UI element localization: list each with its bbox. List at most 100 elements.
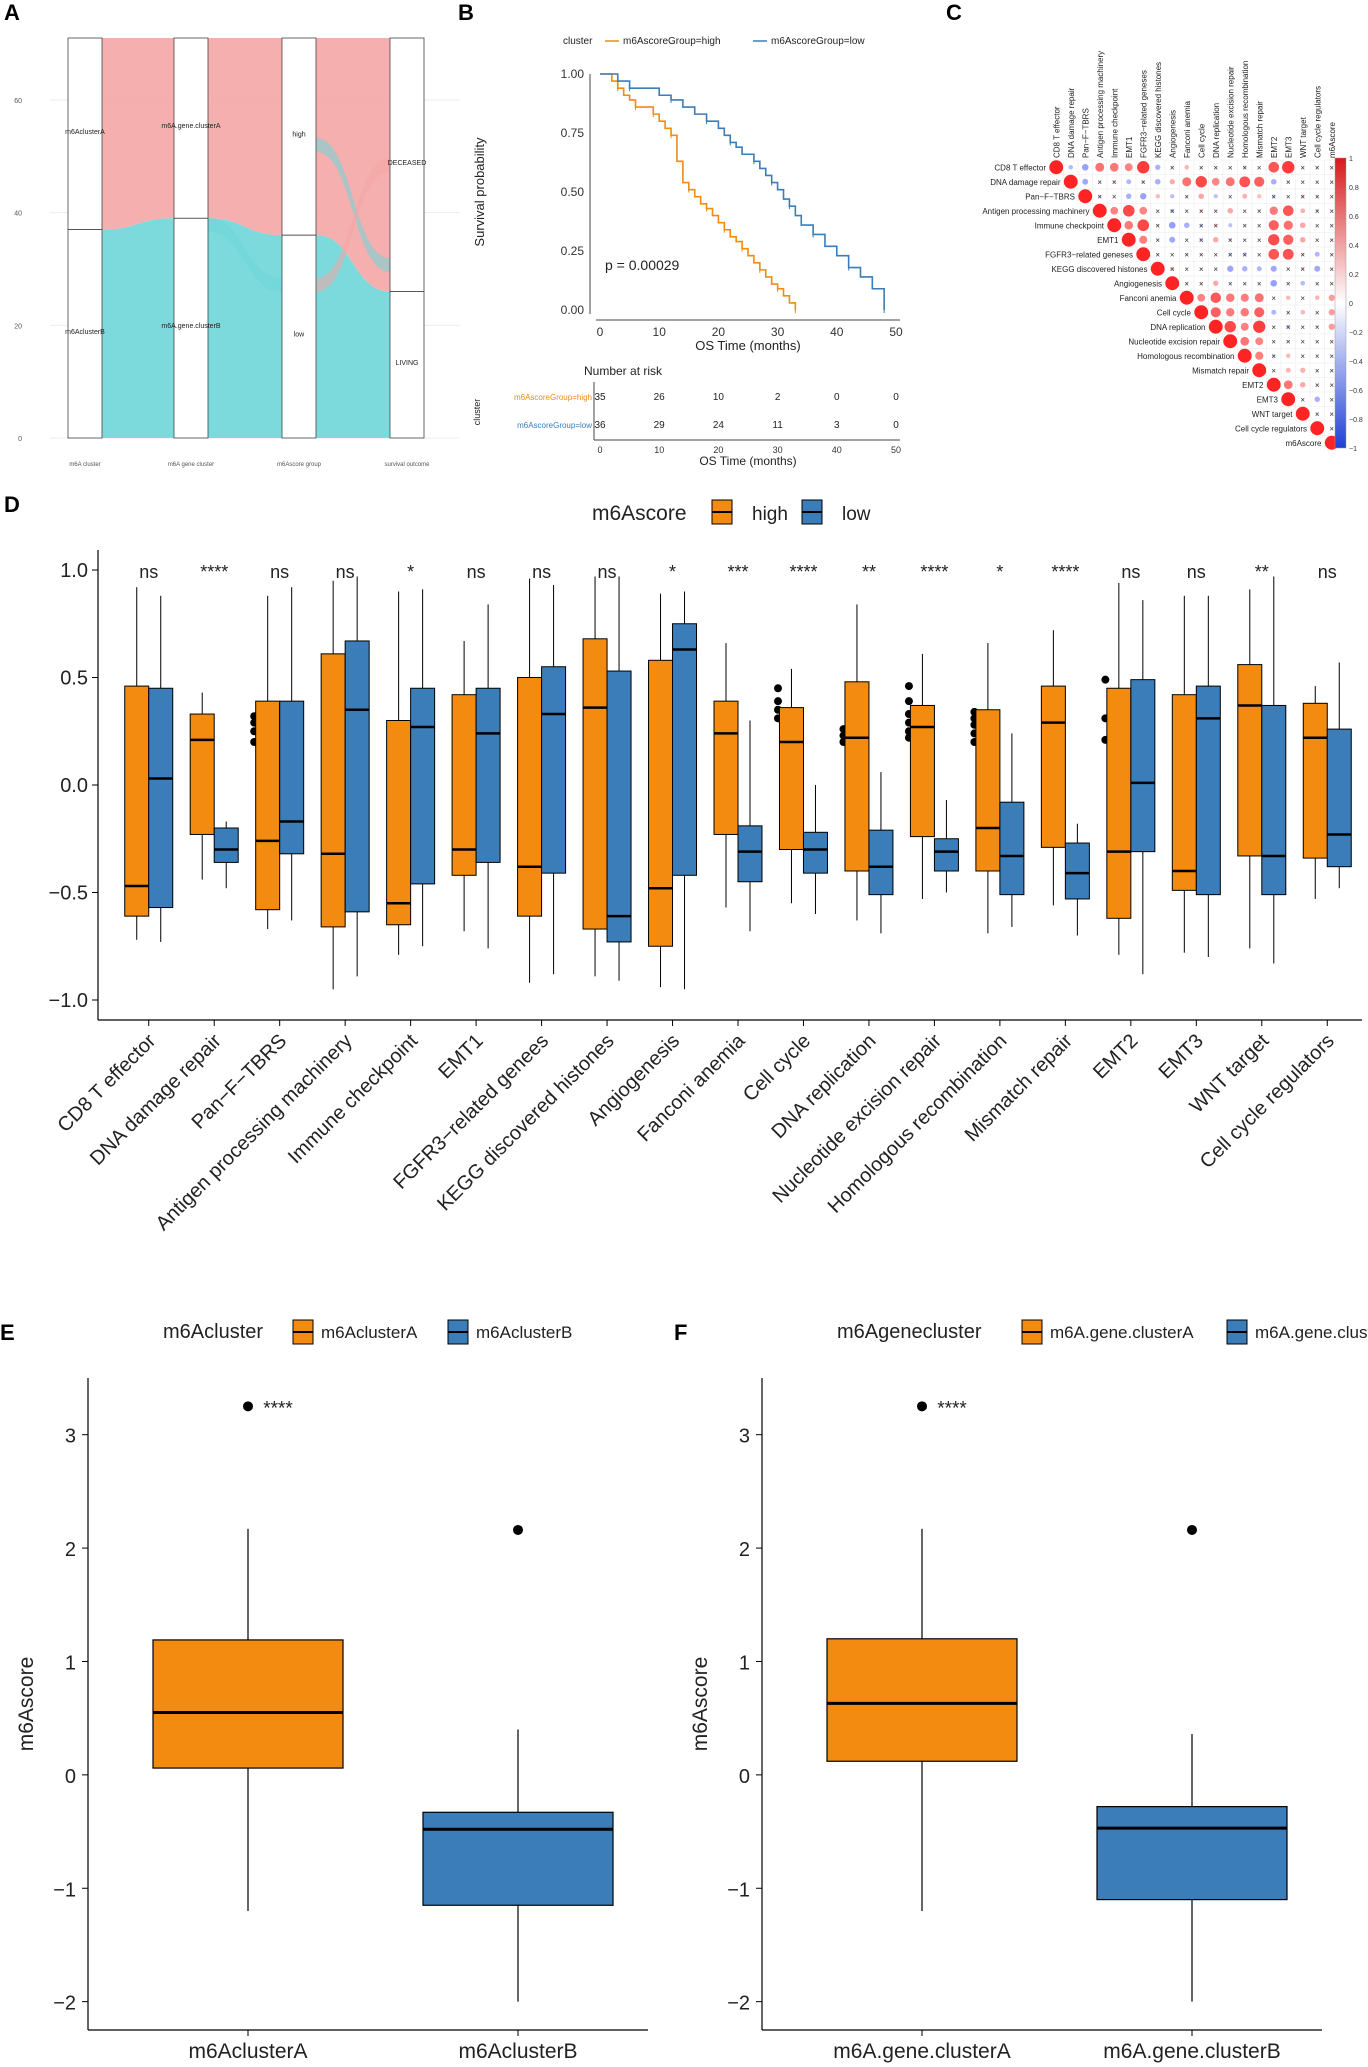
scale-tick-label: −0.6 <box>1349 388 1363 395</box>
box <box>152 1639 344 1769</box>
insignificant-mark: × <box>1199 250 1204 259</box>
y-tick-label: 0.75 <box>561 126 585 140</box>
y-tick-label: 1.00 <box>561 67 585 81</box>
legend-title: m6Acluster <box>163 1321 263 1343</box>
x-tick-label: EMT3 <box>1155 1030 1208 1083</box>
insignificant-mark: × <box>1329 178 1334 187</box>
stratum-label: DECEASED <box>388 160 427 167</box>
correlation-dot <box>1272 354 1276 358</box>
correlation-dot <box>1136 247 1151 262</box>
risk-x-tick: 20 <box>713 445 723 455</box>
correlation-dot <box>1199 237 1204 242</box>
correlation-dot <box>1315 339 1319 343</box>
correlation-dot <box>1269 206 1278 215</box>
significance-label: ns <box>1121 562 1140 582</box>
row-label: Cell cycle regulators <box>1235 424 1307 433</box>
insignificant-mark: × <box>1155 221 1160 230</box>
correlation-dot <box>1282 161 1295 174</box>
correlation-dot <box>1210 292 1222 304</box>
correlation-dot <box>1243 223 1247 227</box>
correlation-dot <box>1107 218 1122 233</box>
correlation-dot <box>1214 252 1218 256</box>
correlation-dot <box>1330 267 1334 271</box>
row-label: Angiogenesis <box>1114 279 1162 288</box>
correlation-dot <box>1315 354 1319 358</box>
row-label: CD8 T effector <box>994 163 1046 172</box>
correlation-dot <box>1124 163 1133 172</box>
insignificant-mark: × <box>1329 279 1334 288</box>
correlation-dot <box>1301 325 1305 329</box>
insignificant-mark: × <box>1315 178 1320 187</box>
column-label: KEGG discovered histones <box>1154 62 1163 158</box>
insignificant-mark: × <box>1228 279 1233 288</box>
scale-tick-label: −0.2 <box>1349 330 1363 337</box>
column-label: Angiogenesis <box>1168 110 1177 158</box>
flow-ribbon <box>316 158 390 292</box>
insignificant-mark: × <box>1271 337 1276 346</box>
insignificant-mark: × <box>1155 207 1160 216</box>
correlation-dot <box>1242 193 1248 199</box>
insignificant-mark: × <box>1141 178 1146 187</box>
box <box>475 687 501 863</box>
risk-count: 0 <box>893 392 899 403</box>
correlation-dot <box>1330 238 1334 242</box>
column-label: EMT1 <box>1125 136 1134 158</box>
correlation-dot <box>1286 310 1290 314</box>
risk-table-axis: cluster <box>472 399 482 426</box>
row-label: EMT3 <box>1257 395 1279 404</box>
correlation-dot <box>1270 178 1277 185</box>
legend-title: cluster <box>563 36 593 47</box>
correlation-dot <box>1243 165 1247 169</box>
insignificant-mark: × <box>1257 236 1262 245</box>
risk-x-tick: 10 <box>654 445 664 455</box>
significance-label: ns <box>139 562 158 582</box>
row-label: KEGG discovered histones <box>1051 265 1147 274</box>
risk-count: 2 <box>775 392 781 403</box>
outlier <box>1101 675 1110 684</box>
box <box>1302 702 1328 859</box>
box <box>189 713 215 835</box>
correlation-dot <box>1300 367 1306 373</box>
outlier <box>774 697 782 706</box>
correlation-dot <box>1299 381 1306 388</box>
p-value: p = 0.00029 <box>605 257 680 273</box>
insignificant-mark: × <box>1329 250 1334 259</box>
stratum-label: m6A.gene.clusterA <box>161 123 220 130</box>
correlation-dot <box>1270 279 1278 287</box>
correlation-dot <box>1185 267 1189 271</box>
insignificant-mark: × <box>1329 221 1334 230</box>
y-tick-label: −2 <box>727 1993 750 2015</box>
correlation-dot <box>1253 320 1266 333</box>
row-label: Pan−F−TBRS <box>1025 192 1075 201</box>
legend-label: m6A.gene.clusterA <box>1050 1323 1194 1342</box>
correlation-dot <box>1252 363 1267 378</box>
survival-curve <box>600 73 885 310</box>
insignificant-mark: × <box>1300 352 1305 361</box>
risk-x-tick: 0 <box>597 445 602 455</box>
box <box>1237 664 1263 857</box>
correlation-dot <box>1081 163 1089 171</box>
correlation-dot <box>1286 281 1290 285</box>
correlation-dot <box>1257 252 1261 256</box>
box <box>1040 685 1066 848</box>
correlation-dot <box>1122 204 1135 217</box>
insignificant-mark: × <box>1286 192 1291 201</box>
box <box>1171 694 1197 891</box>
insignificant-mark: × <box>1170 250 1175 259</box>
correlation-dot <box>1078 189 1093 204</box>
correlation-dot <box>1330 383 1334 387</box>
insignificant-mark: × <box>1170 207 1175 216</box>
scale-tick-label: 0.6 <box>1349 214 1359 221</box>
stratum-label: low <box>294 332 305 339</box>
significance-label: **** <box>200 562 228 582</box>
correlation-dot <box>1314 295 1320 301</box>
box <box>410 687 436 885</box>
correlation-dot <box>1126 179 1132 185</box>
row-label: m6Ascore <box>1285 439 1322 448</box>
significance-label: ** <box>1255 562 1269 582</box>
correlation-dot <box>1255 351 1264 360</box>
correlation-dot <box>1165 276 1180 291</box>
insignificant-mark: × <box>1213 250 1218 259</box>
stratum-box <box>281 234 317 439</box>
